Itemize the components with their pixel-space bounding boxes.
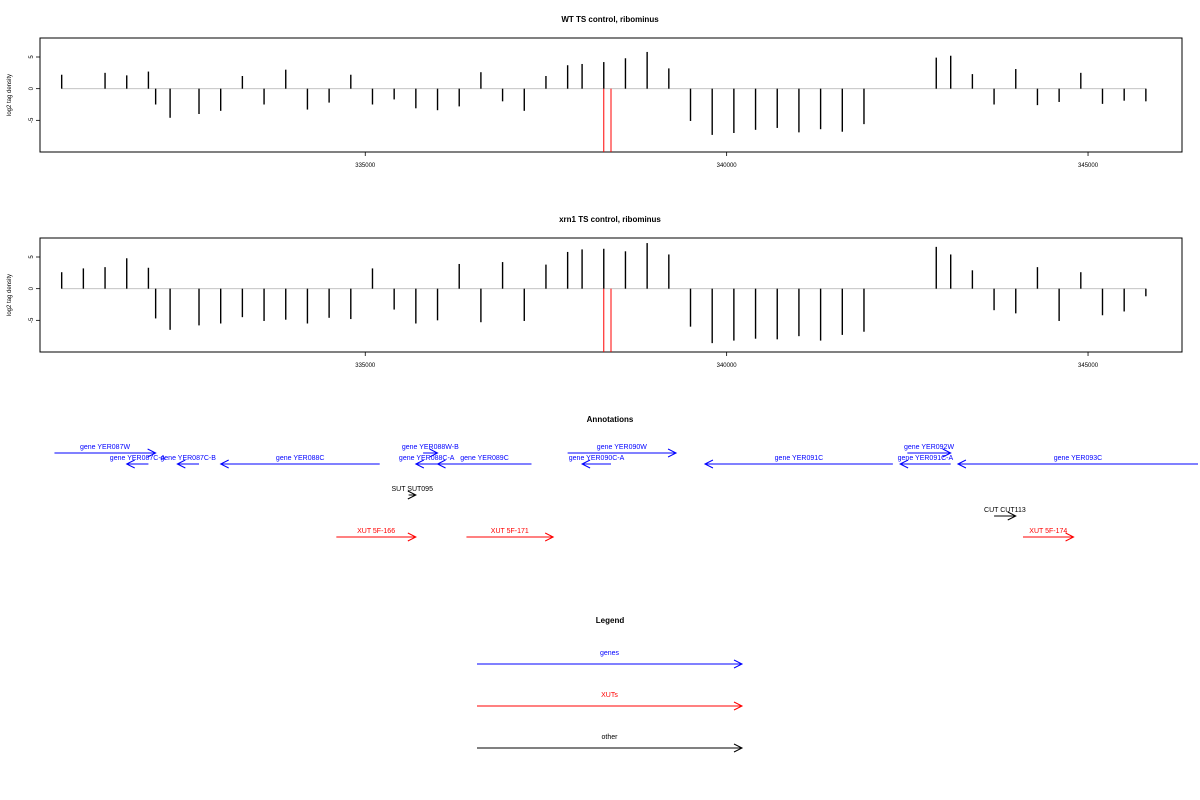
feature-arrowhead <box>544 532 555 542</box>
feature-label: gene YER089C <box>460 455 509 462</box>
feature-arrowhead <box>436 459 446 469</box>
y-tick-label: 0 <box>29 86 35 90</box>
feature-label: gene YER091C <box>775 455 824 462</box>
annotations-title: Annotations <box>587 415 634 424</box>
panel-title: xrn1 TS control, ribominus <box>559 215 661 224</box>
y-axis-label: log2 tag density <box>7 74 13 116</box>
x-tick-label: 340000 <box>717 363 738 369</box>
feature-arrowhead <box>147 448 157 458</box>
feature-arrowhead <box>125 459 135 469</box>
legend-label: XUTs <box>601 692 618 699</box>
legend-item-other: other <box>477 734 744 753</box>
feature-other: SUT SUT095 <box>391 486 433 500</box>
feature-label: XUT 5F-174 <box>1029 528 1067 535</box>
feature-label: XUT 5F-166 <box>357 528 395 535</box>
feature-gene: gene YER090W <box>567 444 678 458</box>
feature-label: gene YER088C <box>276 455 325 462</box>
feature-label: gene YER088W-B <box>402 444 459 451</box>
feature-gene: gene YER087W <box>54 444 157 458</box>
feature-arrowhead <box>407 532 417 542</box>
feature-gene: gene YER092W <box>904 444 954 458</box>
legend-arrowhead <box>733 659 744 669</box>
feature-arrowhead <box>429 448 439 458</box>
legend-panel: Legend genes XUTs other <box>477 616 744 753</box>
feature-label: XUT 5F-171 <box>491 528 529 535</box>
feature-arrowhead <box>580 459 591 469</box>
panel-xrn1: xrn1 TS control, ribominus log2 tag dens… <box>7 215 1183 369</box>
plot-area-wt: 5 0 -5 335000 340000 345000 <box>29 37 1183 169</box>
feature-xut: XUT 5F-166 <box>336 528 417 542</box>
feature-label: gene YER087W <box>80 444 130 451</box>
feature-label: SUT SUT095 <box>391 486 433 493</box>
feature-label: gene YER090C-A <box>569 455 625 462</box>
y-tick-label: 0 <box>29 286 35 290</box>
feature-label: gene YER093C <box>1054 455 1103 462</box>
feature-arrowhead <box>956 459 967 469</box>
feature-arrowhead <box>1065 532 1075 542</box>
feature-arrowhead <box>407 490 417 500</box>
legend-item-gene: genes <box>477 650 744 669</box>
legend-item-xut: XUTs <box>477 692 744 711</box>
x-tick-label: 335000 <box>355 163 376 169</box>
feature-arrowhead <box>414 459 425 469</box>
feature-gene: gene YER088W-B <box>402 444 459 458</box>
feature-gene: gene YER091C-A <box>898 455 954 469</box>
legend-label: genes <box>600 650 620 657</box>
panel-title: WT TS control, ribominus <box>561 15 659 24</box>
x-tick-label: 340000 <box>717 163 738 169</box>
y-tick-label: 5 <box>29 55 35 59</box>
feature-arrowhead <box>219 459 229 469</box>
plot-area-xrn1: 5 0 -5 335000 340000 345000 <box>29 237 1183 369</box>
legend-label: other <box>602 734 619 741</box>
legend-items: genes XUTs other <box>477 650 744 753</box>
x-tick-label: 345000 <box>1078 363 1099 369</box>
feature-label: gene YER090W <box>597 444 647 451</box>
feature-gene: gene YER087C-A <box>110 455 166 469</box>
feature-gene: gene YER093C <box>956 455 1198 469</box>
feature-arrowhead <box>1007 511 1017 521</box>
feature-other: CUT CUT113 <box>984 507 1026 521</box>
feature-gene: gene YER090C-A <box>569 455 625 469</box>
feature-gene: gene YER089C <box>436 455 532 469</box>
feature-arrowhead <box>942 448 952 458</box>
feature-xut: XUT 5F-171 <box>466 528 555 542</box>
feature-arrowhead <box>703 459 714 469</box>
x-tick-label: 335000 <box>355 363 376 369</box>
feature-label: gene YER092W <box>904 444 954 451</box>
x-tick-label: 345000 <box>1078 163 1099 169</box>
panel-wt: WT TS control, ribominus log2 tag densit… <box>7 15 1183 169</box>
legend-title: Legend <box>596 616 625 625</box>
y-axis-label: log2 tag density <box>7 274 13 316</box>
feature-xut: XUT 5F-174 <box>1022 528 1075 542</box>
feature-label: gene YER087C-A <box>110 455 166 462</box>
feature-arrowhead <box>667 448 678 458</box>
feature-gene: gene YER088C <box>219 455 380 469</box>
feature-label: gene YER088C-A <box>399 455 455 462</box>
feature-gene: gene YER091C <box>703 455 893 469</box>
legend-arrowhead <box>733 701 744 711</box>
y-tick-label: -5 <box>29 117 35 123</box>
feature-gene: gene YER088C-A <box>399 455 455 469</box>
feature-label: CUT CUT113 <box>984 507 1026 514</box>
feature-arrowhead <box>176 459 186 469</box>
y-tick-label: -5 <box>29 317 35 323</box>
feature-label: gene YER091C-A <box>898 455 954 462</box>
y-tick-label: 5 <box>29 255 35 259</box>
feature-label: gene YER087C-B <box>160 455 216 462</box>
legend-arrowhead <box>733 743 744 753</box>
feature-gene: gene YER087C-B <box>160 455 216 469</box>
feature-arrowhead <box>898 459 909 469</box>
